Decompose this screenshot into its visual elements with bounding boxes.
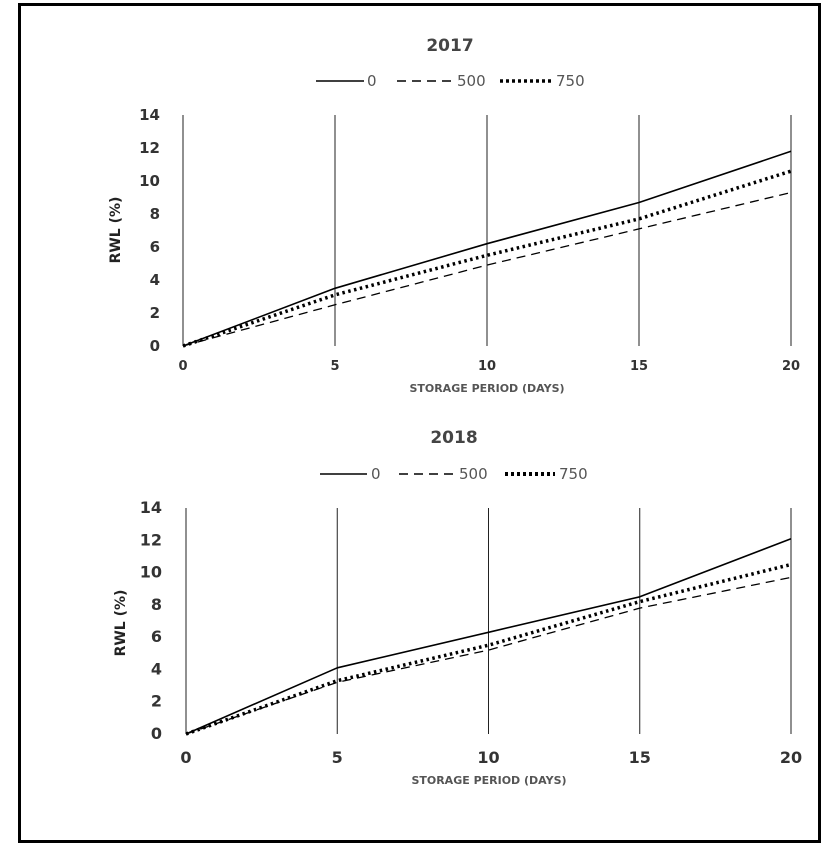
x-tick-label: 15 [630, 359, 648, 374]
x-tick-label: 15 [629, 748, 651, 767]
y-axis-label: RWL (%) [113, 590, 129, 657]
series-lines [182, 150, 792, 348]
y-tick-label: 14 [139, 106, 160, 124]
y-tick-label: 2 [150, 304, 160, 322]
legend: 0 500 750 [320, 465, 588, 483]
x-tick-label: 10 [477, 748, 499, 767]
chart-title: 2017 [426, 36, 473, 56]
y-tick-label: 0 [151, 724, 162, 743]
x-axis-label: STORAGE PERIOD (DAYS) [411, 774, 566, 787]
legend-label-500: 500 [459, 465, 488, 483]
series-line-500 [185, 576, 792, 735]
y-tick-label: 2 [151, 692, 162, 711]
y-tick-label: 12 [140, 530, 162, 549]
x-tick-labels: 0 5 10 15 20 [180, 748, 802, 767]
y-axis-label: RWL (%) [108, 197, 124, 264]
y-tick-labels: 0 2 4 6 8 10 12 14 [140, 498, 162, 743]
x-tick-label: 20 [780, 748, 802, 767]
y-tick-label: 4 [150, 271, 160, 289]
figure-frame [18, 3, 821, 843]
y-tick-label: 12 [139, 139, 160, 157]
chart-2018: 2018 0 500 750 0 2 4 6 8 10 12 14 0 5 10 15 20 STOR… [113, 428, 802, 787]
y-tick-label: 10 [139, 172, 160, 190]
series-lines [185, 537, 792, 736]
y-tick-label: 8 [150, 205, 160, 223]
series-line-0 [182, 150, 792, 347]
y-tick-label: 8 [151, 595, 162, 614]
y-tick-label: 6 [150, 238, 160, 256]
x-tick-label: 10 [478, 359, 496, 374]
legend-label-750: 750 [559, 465, 588, 483]
chart-2017: 2017 0 500 750 0 2 4 6 8 10 12 14 0 5 10 15 20 STOR… [108, 36, 800, 395]
y-tick-label: 6 [151, 627, 162, 646]
y-tick-label: 0 [150, 337, 160, 355]
gridlines [182, 115, 792, 346]
y-tick-label: 10 [140, 563, 162, 582]
x-tick-label: 5 [330, 359, 339, 374]
x-tick-labels: 0 5 10 15 20 [178, 359, 800, 374]
legend-label-0: 0 [367, 72, 377, 90]
chart-title: 2018 [430, 428, 477, 448]
y-tick-label: 14 [140, 498, 162, 517]
y-tick-labels: 0 2 4 6 8 10 12 14 [139, 106, 160, 355]
x-tick-label: 5 [332, 748, 343, 767]
legend-label-750: 750 [556, 72, 585, 90]
legend-label-500: 500 [457, 72, 486, 90]
gridlines [185, 508, 792, 734]
y-tick-label: 4 [151, 659, 162, 678]
x-axis-label: STORAGE PERIOD (DAYS) [409, 382, 564, 395]
series-line-0 [185, 537, 792, 735]
x-tick-label: 0 [178, 359, 187, 374]
legend-label-0: 0 [371, 465, 381, 483]
x-tick-label: 20 [782, 359, 800, 374]
legend: 0 500 750 [316, 72, 585, 90]
x-tick-label: 0 [180, 748, 191, 767]
